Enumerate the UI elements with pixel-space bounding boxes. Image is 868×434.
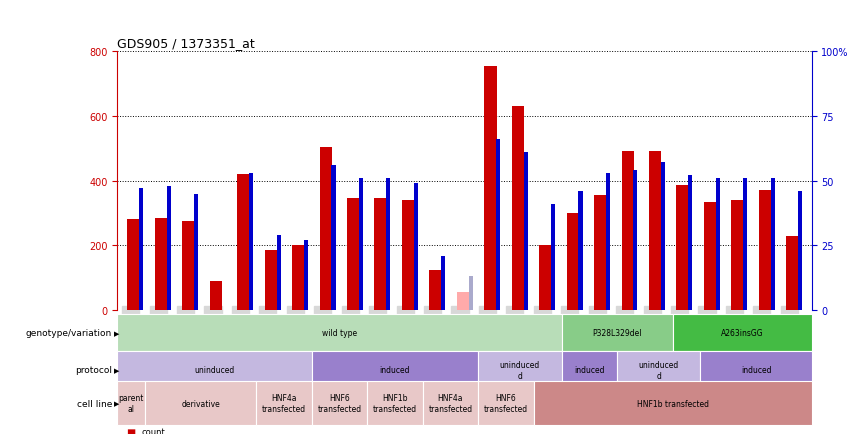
Bar xyxy=(715,179,720,310)
Text: genotype/variation: genotype/variation xyxy=(26,329,112,338)
Text: HNF1b
transfected: HNF1b transfected xyxy=(373,394,417,413)
Bar xyxy=(117,352,312,388)
Text: HNF4a
transfected: HNF4a transfected xyxy=(262,394,306,413)
Bar xyxy=(423,381,478,425)
Text: count: count xyxy=(141,427,165,434)
Bar xyxy=(700,352,812,388)
Bar xyxy=(265,250,277,310)
Bar xyxy=(441,256,445,310)
Bar xyxy=(117,315,562,352)
Text: parent
al: parent al xyxy=(118,394,144,413)
Text: HNF4a
transfected: HNF4a transfected xyxy=(429,394,472,413)
Bar xyxy=(256,381,312,425)
Bar xyxy=(277,235,280,310)
Bar xyxy=(478,381,534,425)
Bar xyxy=(621,152,634,310)
Text: derivative: derivative xyxy=(181,399,220,408)
Text: ▶: ▶ xyxy=(114,330,119,336)
Text: induced: induced xyxy=(379,365,411,375)
Bar xyxy=(617,352,700,388)
Bar xyxy=(496,140,500,310)
Bar xyxy=(430,270,442,310)
Text: GDS905 / 1373351_at: GDS905 / 1373351_at xyxy=(117,36,255,49)
Bar xyxy=(606,174,610,310)
Bar xyxy=(249,174,253,310)
Bar xyxy=(539,246,551,310)
Text: protocol: protocol xyxy=(75,365,112,375)
Bar xyxy=(484,66,496,310)
Bar xyxy=(688,176,693,310)
Bar xyxy=(634,171,637,310)
Bar xyxy=(771,179,774,310)
Bar xyxy=(469,277,473,310)
Bar xyxy=(128,220,140,310)
Bar xyxy=(743,179,747,310)
Bar xyxy=(358,179,363,310)
Bar xyxy=(673,315,812,352)
Bar xyxy=(551,204,556,310)
Text: ▶: ▶ xyxy=(114,400,119,406)
Bar xyxy=(562,352,617,388)
Bar xyxy=(347,199,359,310)
Bar xyxy=(414,184,418,310)
Text: cell line: cell line xyxy=(76,399,112,408)
Bar xyxy=(512,107,524,310)
Bar xyxy=(759,191,771,310)
Bar xyxy=(578,191,582,310)
Bar xyxy=(523,153,528,310)
Bar xyxy=(139,189,143,310)
Bar xyxy=(676,186,688,310)
Bar xyxy=(312,352,478,388)
Bar xyxy=(704,202,716,310)
Bar xyxy=(798,191,802,310)
Text: induced: induced xyxy=(740,365,772,375)
Bar xyxy=(293,246,305,310)
Bar xyxy=(237,175,250,310)
Bar xyxy=(167,186,171,310)
Bar xyxy=(332,166,336,310)
Bar xyxy=(145,381,256,425)
Bar xyxy=(117,381,145,425)
Bar xyxy=(155,218,168,310)
Bar xyxy=(319,147,332,310)
Bar xyxy=(786,236,799,310)
Text: HNF6
transfected: HNF6 transfected xyxy=(318,394,361,413)
Bar xyxy=(562,315,673,352)
Bar xyxy=(182,221,194,310)
Bar xyxy=(534,381,812,425)
Bar xyxy=(402,201,414,310)
Text: ▶: ▶ xyxy=(114,367,119,373)
Bar xyxy=(367,381,423,425)
Bar xyxy=(732,201,744,310)
Bar xyxy=(386,179,391,310)
Bar xyxy=(194,194,198,310)
Bar xyxy=(478,352,562,388)
Bar xyxy=(567,214,579,310)
Bar xyxy=(304,240,308,310)
Text: ■: ■ xyxy=(126,427,135,434)
Text: wild type: wild type xyxy=(322,329,357,338)
Bar xyxy=(312,381,367,425)
Bar xyxy=(457,293,470,310)
Bar xyxy=(649,152,661,310)
Bar xyxy=(594,196,607,310)
Text: uninduced
d: uninduced d xyxy=(500,360,540,380)
Text: A263insGG: A263insGG xyxy=(720,329,764,338)
Bar xyxy=(210,281,222,310)
Text: P328L329del: P328L329del xyxy=(592,329,642,338)
Text: HNF6
transfected: HNF6 transfected xyxy=(484,394,528,413)
Bar xyxy=(374,199,387,310)
Text: induced: induced xyxy=(574,365,605,375)
Text: uninduced
d: uninduced d xyxy=(639,360,679,380)
Bar xyxy=(661,163,665,310)
Text: uninduced: uninduced xyxy=(194,365,234,375)
Text: HNF1b transfected: HNF1b transfected xyxy=(637,399,708,408)
